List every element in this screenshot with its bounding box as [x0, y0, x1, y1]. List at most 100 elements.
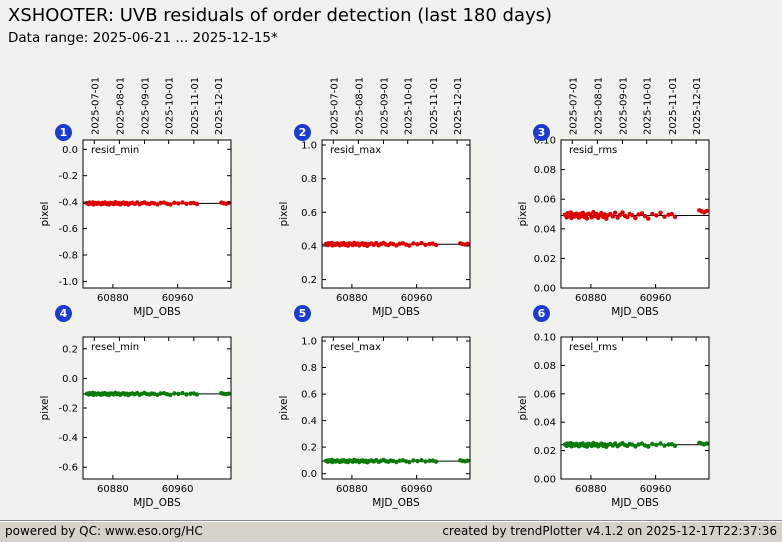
- data-point: [589, 215, 594, 220]
- panel-number-badge[interactable]: 1: [55, 124, 72, 141]
- data-point: [419, 240, 424, 246]
- data-point: [580, 210, 585, 215]
- status-bar: powered by QC: www.eso.org/HC created by…: [0, 520, 782, 542]
- x-tick-label: 60960: [162, 293, 194, 304]
- x-tick-label: 60880: [575, 293, 607, 304]
- y-tick-label: -0.6: [58, 224, 78, 235]
- plot-area: [322, 337, 470, 479]
- date-tick-label: 2025-08-01: [593, 77, 604, 135]
- data-point: [411, 241, 416, 246]
- data-point: [415, 458, 420, 464]
- date-tick-label: 2025-12-01: [692, 77, 703, 135]
- y-tick-label: -0.4: [58, 433, 78, 444]
- panel-resid_rms-plot: 0.10 0.08 0.06 0.04 0.02 0.00 60880 60960 2025-0…: [517, 77, 710, 318]
- data-point: [465, 458, 470, 463]
- data-point: [433, 242, 439, 248]
- data-point: [666, 442, 671, 447]
- y-tick-label: -1.0: [58, 277, 78, 288]
- panel-cell-resel_rms: 6 0.10 0.08 0.06 0.04 0.02 0.00 60880 60960 MJD_O…: [491, 305, 731, 515]
- x-axis-label: MJD_OBS: [133, 306, 181, 318]
- y-tick-label: 0.00: [534, 284, 556, 295]
- y-tick-label: 0.10: [534, 333, 556, 344]
- panel-title: resid_min: [91, 145, 139, 156]
- y-tick-label: 0.0: [62, 374, 78, 385]
- data-point: [194, 392, 200, 397]
- data-point: [610, 214, 615, 219]
- panel-title: resel_min: [91, 342, 139, 353]
- y-tick-label: 0.06: [534, 195, 556, 206]
- data-point: [184, 201, 189, 206]
- data-points: [84, 390, 231, 398]
- data-point: [184, 392, 189, 397]
- panel-number-badge[interactable]: 3: [533, 124, 550, 141]
- date-tick-label: 2025-07-01: [90, 77, 101, 135]
- x-axis-label: MJD_OBS: [372, 306, 420, 318]
- y-tick-label: 0.0: [62, 145, 78, 156]
- panel-number-badge[interactable]: 6: [533, 305, 550, 322]
- data-point: [633, 215, 638, 221]
- panel-number-badge[interactable]: 4: [55, 305, 72, 322]
- data-points: [323, 240, 470, 248]
- date-tick-label: 2025-12-01: [214, 77, 225, 135]
- date-tick-label: 2025-07-01: [329, 77, 340, 135]
- plot-area: [322, 140, 470, 288]
- data-point: [188, 201, 193, 206]
- panel-title: resid_max: [330, 145, 381, 156]
- data-point: [226, 391, 231, 396]
- y-tick-label: 0.6: [301, 390, 317, 401]
- x-tick-label: 60960: [401, 484, 433, 495]
- plot-border: [560, 336, 710, 480]
- y-axis-label: pixel: [517, 396, 529, 421]
- data-point: [411, 458, 416, 463]
- data-point: [633, 444, 638, 449]
- data-point: [579, 214, 584, 219]
- data-point: [415, 242, 420, 247]
- data-point: [704, 208, 709, 214]
- data-point: [397, 458, 402, 463]
- panel-cell-resid_max: 2 1.0 0.8 0.6 0.4 0.2 60880 60960 2025-07-01 2025…: [252, 72, 492, 322]
- y-tick-label: -0.8: [58, 251, 78, 262]
- panel-resel_min-plot: 0.2 0.0 -0.2 -0.4 -0.6 60880 60960 MJD_OBS pixel…: [39, 336, 232, 509]
- y-tick-label: 0.4: [301, 416, 317, 427]
- data-point: [427, 241, 432, 247]
- y-tick-label: 0.2: [301, 275, 317, 286]
- data-point: [407, 459, 412, 465]
- data-point: [158, 200, 163, 206]
- y-tick-label: 0.4: [301, 242, 317, 253]
- data-point: [654, 213, 659, 218]
- x-tick-label: 60960: [401, 293, 433, 304]
- date-tick-label: 2025-07-01: [568, 77, 579, 135]
- plot-area: [561, 337, 709, 479]
- date-tick-label: 2025-12-01: [453, 77, 464, 135]
- panel-number-badge[interactable]: 2: [294, 124, 311, 141]
- panel-cell-resid_rms: 3 0.10 0.08 0.06 0.04 0.02 0.00 60880 60960 2025-…: [491, 72, 731, 322]
- y-tick-label: 0.02: [534, 254, 556, 265]
- y-axis-label: pixel: [517, 202, 529, 227]
- y-tick-label: 1.0: [301, 337, 317, 348]
- x-tick-label: 60880: [575, 484, 607, 495]
- data-point: [672, 214, 678, 220]
- x-tick-label: 60880: [97, 293, 129, 304]
- y-tick-label: 0.6: [301, 208, 317, 219]
- data-point: [176, 391, 181, 397]
- data-point: [658, 210, 663, 215]
- y-tick-label: 0.00: [534, 475, 556, 486]
- x-tick-label: 60880: [97, 484, 129, 495]
- y-tick-label: -0.2: [58, 404, 78, 415]
- data-point: [176, 201, 181, 206]
- x-axis-label: MJD_OBS: [372, 497, 420, 509]
- panel-cell-resel_max: 5 1.0 0.8 0.6 0.4 0.2 0.0 60880 60960 MJD_OBS pixe…: [252, 305, 492, 515]
- panel-resid_min-plot: 0.0 -0.2 -0.4 -0.6 -0.8 -1.0 60880 60960 2025-07…: [39, 77, 232, 318]
- x-tick-label: 60880: [336, 484, 368, 495]
- data-point: [419, 458, 424, 463]
- plot-border: [321, 139, 471, 289]
- date-tick-label: 2025-10-01: [165, 77, 176, 135]
- data-point: [591, 210, 596, 215]
- panel-number-badge[interactable]: 5: [294, 305, 311, 322]
- plot-area: [83, 140, 231, 288]
- y-tick-label: -0.6: [58, 463, 78, 474]
- data-point: [672, 443, 678, 448]
- y-tick-label: 0.04: [534, 224, 556, 235]
- y-tick-label: 0.04: [534, 418, 556, 429]
- date-tick-label: 2025-10-01: [404, 77, 415, 135]
